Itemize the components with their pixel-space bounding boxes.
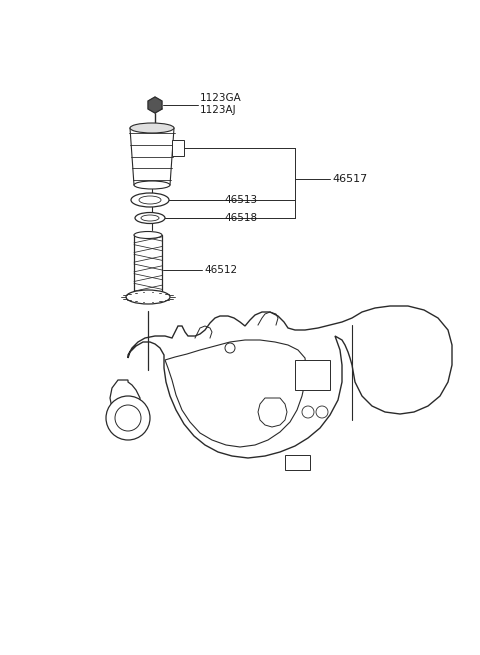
Polygon shape: [165, 340, 306, 447]
Circle shape: [225, 343, 235, 353]
Text: 46513: 46513: [224, 195, 257, 205]
Polygon shape: [295, 360, 330, 390]
Polygon shape: [130, 128, 174, 185]
Polygon shape: [258, 398, 287, 427]
Polygon shape: [128, 306, 452, 458]
Polygon shape: [110, 380, 140, 418]
Polygon shape: [285, 455, 310, 470]
Circle shape: [115, 405, 141, 431]
Circle shape: [302, 406, 314, 418]
Polygon shape: [172, 140, 184, 156]
Ellipse shape: [134, 231, 162, 238]
Text: 1123GA: 1123GA: [200, 93, 242, 103]
Circle shape: [316, 406, 328, 418]
Ellipse shape: [141, 215, 159, 221]
Text: 46518: 46518: [224, 213, 257, 223]
Polygon shape: [148, 97, 162, 113]
Ellipse shape: [139, 196, 161, 204]
Ellipse shape: [134, 181, 170, 189]
Circle shape: [106, 396, 150, 440]
Ellipse shape: [135, 212, 165, 223]
Ellipse shape: [131, 193, 169, 207]
Text: 1123AJ: 1123AJ: [200, 105, 237, 115]
Ellipse shape: [126, 290, 170, 304]
Text: 46517: 46517: [332, 174, 367, 184]
Text: 46512: 46512: [204, 265, 237, 275]
Ellipse shape: [130, 123, 174, 133]
